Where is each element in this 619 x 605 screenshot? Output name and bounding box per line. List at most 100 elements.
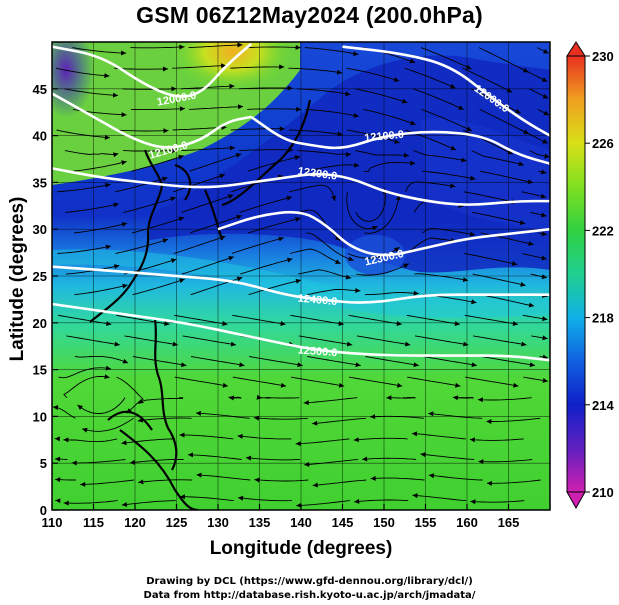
- streamline: [132, 278, 185, 296]
- x-tick-label: 145: [332, 515, 354, 530]
- streamline: [412, 88, 464, 110]
- contour-line: [52, 302, 550, 362]
- streamline: [289, 184, 336, 202]
- streamline-arrowhead: [235, 153, 242, 158]
- streamline: [179, 434, 234, 440]
- streamline-arrowhead: [287, 85, 293, 91]
- streamline-arrowhead: [179, 494, 185, 500]
- x-axis-ticks: 110 115 120 125 130 135 140 145 150 155 160 165: [42, 504, 519, 530]
- streamline-arrowhead: [541, 255, 547, 261]
- streamline: [181, 256, 235, 275]
- streamline: [63, 438, 118, 443]
- y-axis-label: Latitude (degrees): [7, 196, 28, 362]
- streamline-arrowhead: [63, 437, 69, 443]
- streamline-arrowhead: [455, 382, 461, 388]
- streamline-arrowhead: [396, 382, 403, 388]
- streamline-arrowhead: [331, 195, 337, 202]
- streamline-arrowhead: [354, 498, 360, 504]
- streamline: [386, 396, 416, 399]
- streamline: [312, 417, 366, 425]
- streamline-arrowhead: [105, 182, 111, 188]
- streamline: [479, 108, 530, 135]
- streamline-arrowhead: [187, 452, 194, 458]
- streamline: [413, 150, 467, 162]
- streamline: [246, 46, 301, 49]
- streamline: [114, 67, 169, 70]
- streamline: [414, 335, 469, 346]
- streamline: [71, 459, 126, 464]
- streamline-arrowhead: [54, 436, 60, 442]
- streamline-arrowhead: [540, 169, 547, 175]
- streamline: [189, 153, 242, 172]
- contour-line: [52, 167, 550, 206]
- contour-label: 12500.0: [297, 345, 338, 360]
- streamline-arrowhead: [352, 51, 359, 57]
- streamline-arrowhead: [542, 335, 548, 341]
- streamline: [174, 376, 229, 387]
- streamline-arrowhead: [238, 495, 244, 501]
- streamline-arrowhead: [353, 112, 359, 118]
- streamline-arrowhead: [236, 276, 243, 282]
- streamline-arrowhead: [222, 382, 229, 388]
- x-tick-label: 110: [42, 515, 63, 530]
- contour-line: [250, 115, 550, 165]
- y-tick-label: 30: [33, 222, 47, 237]
- colorbar-tick-label: 226: [592, 136, 614, 151]
- streamline: [348, 376, 403, 387]
- streamline-arrowhead: [82, 427, 88, 433]
- streamline: [296, 500, 351, 507]
- streamline: [428, 474, 483, 481]
- streamline-arrowhead: [170, 196, 176, 202]
- streamline-arrowhead: [296, 502, 302, 508]
- streamline: [115, 238, 169, 254]
- streamline-arrowhead: [138, 479, 144, 485]
- streamline-arrowhead: [413, 290, 419, 296]
- streamline-arrowhead: [164, 321, 170, 326]
- streamline: [469, 438, 524, 441]
- streamline-arrowhead: [52, 404, 59, 410]
- streamline: [56, 129, 111, 139]
- streamline: [131, 216, 185, 234]
- contour-line: [52, 92, 252, 149]
- streamline-arrowhead: [486, 480, 492, 486]
- streamline: [404, 67, 456, 89]
- streamline-arrowhead: [236, 214, 242, 220]
- streamline: [481, 294, 535, 307]
- streamline-arrowhead: [334, 235, 341, 241]
- streamline: [66, 335, 120, 346]
- streamline-arrowhead: [469, 231, 476, 237]
- streamline: [465, 376, 519, 387]
- streamline: [478, 459, 533, 463]
- streamline-arrowhead: [104, 73, 110, 79]
- y-tick-label: 15: [33, 363, 47, 378]
- streamline-arrowhead: [452, 395, 459, 401]
- streamline-arrowhead: [413, 362, 419, 368]
- streamline: [421, 108, 473, 132]
- streamline-arrowhead: [355, 288, 361, 294]
- streamline-arrowhead: [335, 259, 341, 264]
- streamline: [297, 150, 352, 156]
- streamline: [407, 376, 461, 387]
- streamline-arrowhead: [55, 477, 61, 483]
- credit-drawing: Drawing by DCL (https://www.gfd-dennou.o…: [146, 576, 473, 587]
- x-tick-label: 125: [166, 515, 188, 530]
- streamline: [363, 108, 416, 125]
- streamline: [63, 375, 110, 399]
- streamline: [420, 47, 472, 70]
- streamline-arrowhead: [523, 129, 529, 135]
- streamline-arrowhead: [279, 126, 285, 132]
- streamline: [132, 356, 187, 366]
- streamline-arrowhead: [428, 411, 434, 417]
- streamline: [58, 367, 112, 379]
- streamline-arrowhead: [542, 138, 548, 144]
- streamline-arrowhead: [522, 67, 529, 73]
- streamline-arrowhead: [449, 83, 456, 89]
- streamline-arrowhead: [171, 148, 177, 154]
- streamline-arrowhead: [345, 91, 351, 97]
- streamline: [477, 397, 532, 401]
- streamline-arrowhead: [280, 321, 286, 326]
- streamline: [478, 47, 529, 73]
- streamline-arrowhead: [237, 42, 243, 48]
- streamline-arrowhead: [428, 473, 435, 479]
- contour-line: [52, 42, 253, 98]
